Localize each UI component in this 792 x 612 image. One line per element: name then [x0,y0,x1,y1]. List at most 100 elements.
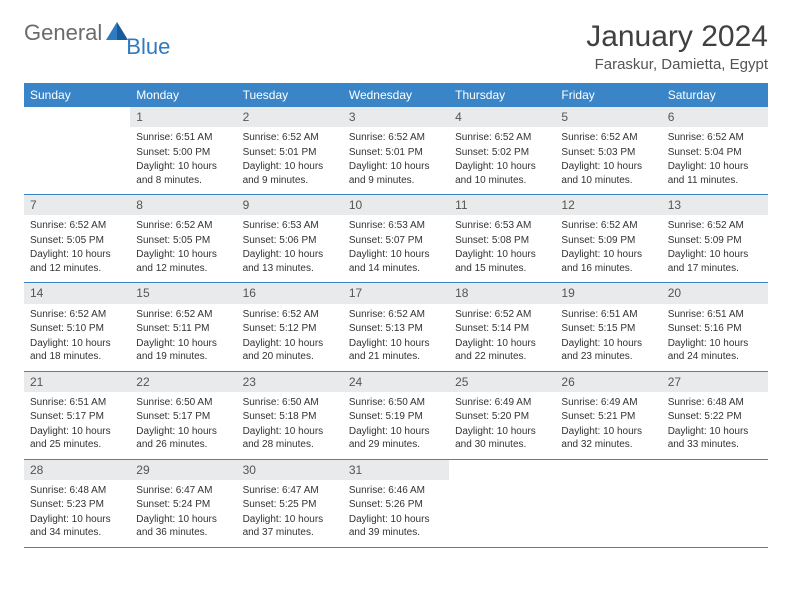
day-number: 20 [662,283,768,303]
daylight-line: Daylight: 10 hours and 20 minutes. [243,337,337,364]
day-cell [24,107,130,194]
sunrise-line: Sunrise: 6:52 AM [668,131,762,145]
brand-word-1: General [24,20,102,46]
sunset-line: Sunset: 5:08 PM [455,234,549,248]
day-cell: 17Sunrise: 6:52 AMSunset: 5:13 PMDayligh… [343,283,449,370]
day-cell: 14Sunrise: 6:52 AMSunset: 5:10 PMDayligh… [24,283,130,370]
day-number: 2 [237,107,343,127]
day-cell: 22Sunrise: 6:50 AMSunset: 5:17 PMDayligh… [130,372,236,459]
week-row: 7Sunrise: 6:52 AMSunset: 5:05 PMDaylight… [24,195,768,283]
day-cell: 18Sunrise: 6:52 AMSunset: 5:14 PMDayligh… [449,283,555,370]
day-number: 11 [449,195,555,215]
day-number: 31 [343,460,449,480]
day-cell: 8Sunrise: 6:52 AMSunset: 5:05 PMDaylight… [130,195,236,282]
sunset-line: Sunset: 5:09 PM [561,234,655,248]
location: Faraskur, Damietta, Egypt [586,56,768,73]
day-number: 1 [130,107,236,127]
daylight-line: Daylight: 10 hours and 15 minutes. [455,248,549,275]
day-header: Thursday [449,83,555,107]
day-number: 16 [237,283,343,303]
sunrise-line: Sunrise: 6:52 AM [455,131,549,145]
header: General Blue January 2024 Faraskur, Dami… [24,20,768,73]
day-body: Sunrise: 6:48 AMSunset: 5:23 PMDaylight:… [24,480,130,547]
weeks-container: 1 Sunrise: 6:51 AMSunset: 5:00 PM Daylight… [24,107,768,548]
month-year: January 2024 [586,20,768,54]
sunrise-line: Sunrise: 6:52 AM [455,308,549,322]
day-number: 6 [662,107,768,127]
day-body: Sunrise: 6:52 AMSunset: 5:11 PMDaylight:… [130,304,236,371]
day-cell: 20Sunrise: 6:51 AMSunset: 5:16 PMDayligh… [662,283,768,370]
day-cell: 30Sunrise: 6:47 AMSunset: 5:25 PMDayligh… [237,460,343,547]
sunset-line: Sunset: 5:00 PM [136,146,230,160]
day-number: 15 [130,283,236,303]
daylight-line: Daylight: 10 hours and 32 minutes. [561,425,655,452]
daylight-line: Daylight: 10 hours and 12 minutes. [30,248,124,275]
sunrise-line: Sunrise: 6:48 AM [30,484,124,498]
day-cell: 31Sunrise: 6:46 AMSunset: 5:26 PMDayligh… [343,460,449,547]
day-cell: 2Sunrise: 6:52 AMSunset: 5:01 PMDaylight… [237,107,343,194]
day-cell: 10Sunrise: 6:53 AMSunset: 5:07 PMDayligh… [343,195,449,282]
day-cell [449,460,555,547]
calendar: SundayMondayTuesdayWednesdayThursdayFrid… [24,83,768,548]
daylight-line: Daylight: 10 hours and 9 minutes. [349,160,443,187]
sunrise-line: Sunrise: 6:46 AM [349,484,443,498]
day-number: 28 [24,460,130,480]
sunrise-line: Sunrise: 6:51 AM [136,131,230,145]
daylight-line: Daylight: 10 hours and 19 minutes. [136,337,230,364]
day-cell [662,460,768,547]
day-number: 23 [237,372,343,392]
day-body: Sunrise: 6:50 AMSunset: 5:17 PMDaylight:… [130,392,236,459]
daylight-line: Daylight: 10 hours and 21 minutes. [349,337,443,364]
day-body: Sunrise: 6:47 AMSunset: 5:25 PMDaylight:… [237,480,343,547]
daylight-line: Daylight: 10 hours and 11 minutes. [668,160,762,187]
sunrise-line: Sunrise: 6:49 AM [455,396,549,410]
sunrise-line: Sunrise: 6:47 AM [243,484,337,498]
day-cell: 3Sunrise: 6:52 AMSunset: 5:01 PMDaylight… [343,107,449,194]
day-cell: 11Sunrise: 6:53 AMSunset: 5:08 PMDayligh… [449,195,555,282]
day-body: Sunrise: 6:52 AMSunset: 5:12 PMDaylight:… [237,304,343,371]
day-cell: 7Sunrise: 6:52 AMSunset: 5:05 PMDaylight… [24,195,130,282]
brand-mark-icon [106,22,128,45]
daylight-line: Daylight: 10 hours and 14 minutes. [349,248,443,275]
day-body: Sunrise: 6:53 AMSunset: 5:08 PMDaylight:… [449,215,555,282]
day-cell: 1Sunrise: 6:51 AMSunset: 5:00 PMDaylight… [130,107,236,194]
day-number: 26 [555,372,661,392]
sunset-line: Sunset: 5:15 PM [561,322,655,336]
day-cell: 27Sunrise: 6:48 AMSunset: 5:22 PMDayligh… [662,372,768,459]
day-number [449,460,555,464]
sunset-line: Sunset: 5:05 PM [30,234,124,248]
day-body: Sunrise: 6:53 AMSunset: 5:06 PMDaylight:… [237,215,343,282]
day-cell: 6Sunrise: 6:52 AMSunset: 5:04 PMDaylight… [662,107,768,194]
day-body: Sunrise: 6:49 AMSunset: 5:20 PMDaylight:… [449,392,555,459]
day-number: 5 [555,107,661,127]
day-cell: 24Sunrise: 6:50 AMSunset: 5:19 PMDayligh… [343,372,449,459]
sunrise-line: Sunrise: 6:52 AM [349,308,443,322]
sunrise-line: Sunrise: 6:53 AM [349,219,443,233]
day-header: Monday [130,83,236,107]
day-number: 27 [662,372,768,392]
sunset-line: Sunset: 5:17 PM [30,410,124,424]
day-cell: 21Sunrise: 6:51 AMSunset: 5:17 PMDayligh… [24,372,130,459]
week-row: 1 Sunrise: 6:51 AMSunset: 5:00 PM Daylight… [24,107,768,195]
daylight-line: Daylight: 10 hours and 16 minutes. [561,248,655,275]
sunset-line: Sunset: 5:16 PM [668,322,762,336]
daylight-line: Daylight: 10 hours and 25 minutes. [30,425,124,452]
sunset-line: Sunset: 5:07 PM [349,234,443,248]
daylight-line: Daylight: 10 hours and 29 minutes. [349,425,443,452]
daylight-line: Daylight: 10 hours and 39 minutes. [349,513,443,540]
day-body: Sunrise: 6:52 AMSunset: 5:04 PMDaylight:… [662,127,768,194]
day-cell: 26Sunrise: 6:49 AMSunset: 5:21 PMDayligh… [555,372,661,459]
day-body: Sunrise: 6:52 AMSunset: 5:10 PMDaylight:… [24,304,130,371]
sunrise-line: Sunrise: 6:48 AM [668,396,762,410]
day-cell: 19Sunrise: 6:51 AMSunset: 5:15 PMDayligh… [555,283,661,370]
sunset-line: Sunset: 5:21 PM [561,410,655,424]
sunset-line: Sunset: 5:18 PM [243,410,337,424]
daylight-line: Daylight: 10 hours and 37 minutes. [243,513,337,540]
daylight-line: Daylight: 10 hours and 12 minutes. [136,248,230,275]
day-body: Sunrise: 6:51 AMSunset: 5:15 PMDaylight:… [555,304,661,371]
day-number: 14 [24,283,130,303]
day-header: Wednesday [343,83,449,107]
title-block: January 2024 Faraskur, Damietta, Egypt [586,20,768,73]
sunset-line: Sunset: 5:04 PM [668,146,762,160]
day-body: Sunrise: 6:52 AMSunset: 5:01 PMDaylight:… [343,127,449,194]
